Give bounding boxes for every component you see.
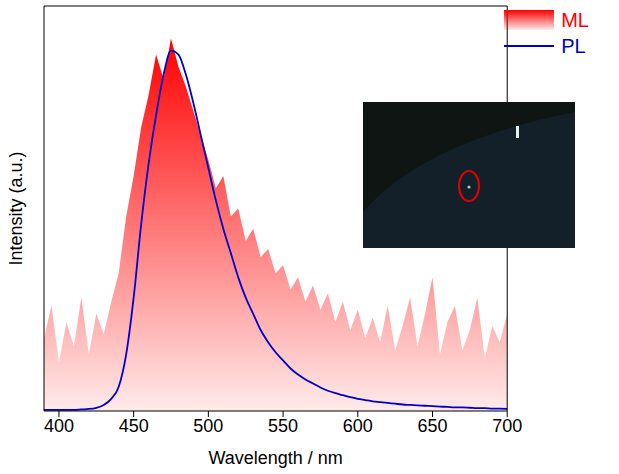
svg-text:550: 550 [268, 416, 298, 436]
svg-text:400: 400 [44, 416, 74, 436]
svg-text:650: 650 [417, 416, 447, 436]
svg-text:700: 700 [492, 416, 522, 436]
svg-text:Intensity (a.u.): Intensity (a.u.) [6, 151, 26, 265]
svg-text:600: 600 [343, 416, 373, 436]
svg-text:450: 450 [119, 416, 149, 436]
html-text:ML: ML [561, 8, 589, 31]
svg-text:Wavelength / nm: Wavelength / nm [208, 448, 342, 468]
svg-text:500: 500 [193, 416, 223, 436]
html-text:PL: PL [561, 34, 586, 57]
